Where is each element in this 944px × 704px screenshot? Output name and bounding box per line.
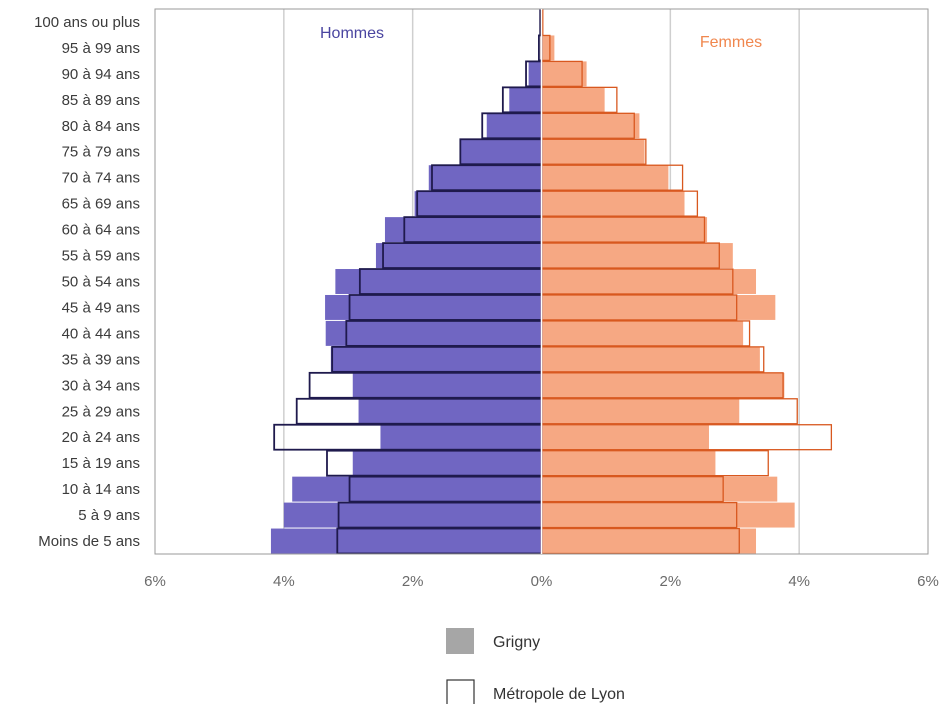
bar-femmes-grigny xyxy=(541,217,708,243)
side-label-femmes: Femmes xyxy=(700,34,762,51)
bar-femmes-grigny xyxy=(541,450,716,476)
x-tick-label: 6% xyxy=(917,573,939,590)
bar-hommes-grigny xyxy=(352,372,542,398)
bar-femmes-grigny xyxy=(541,528,757,554)
category-label: 75 à 79 ans xyxy=(62,144,140,161)
bar-femmes-grigny xyxy=(541,243,733,269)
category-label: 55 à 59 ans xyxy=(62,248,140,265)
category-label: 40 à 44 ans xyxy=(62,325,140,342)
bar-hommes-grigny xyxy=(460,139,542,165)
bar-femmes-grigny xyxy=(541,346,760,372)
category-label: 85 à 89 ans xyxy=(62,92,140,109)
bar-femmes-grigny xyxy=(541,476,778,502)
bar-hommes-grigny xyxy=(352,450,542,476)
category-label: 90 à 94 ans xyxy=(62,66,140,83)
category-label: 95 à 99 ans xyxy=(62,40,140,57)
x-tick-label: 6% xyxy=(144,573,166,590)
bar-femmes-grigny xyxy=(541,165,669,191)
bar-hommes-grigny xyxy=(292,476,542,502)
category-label: 35 à 39 ans xyxy=(62,351,140,368)
bar-hommes-grigny xyxy=(486,113,542,139)
legend: Grigny Métropole de Lyon xyxy=(446,628,625,704)
x-tick-label: 0% xyxy=(531,573,553,590)
bar-hommes-grigny xyxy=(380,424,542,450)
bar-femmes-grigny xyxy=(541,320,744,346)
x-tick-label: 2% xyxy=(659,573,681,590)
bar-femmes-grigny xyxy=(541,398,740,424)
category-label: 45 à 49 ans xyxy=(62,299,140,316)
bar-femmes-grigny xyxy=(541,372,785,398)
bar-hommes-grigny xyxy=(335,269,542,294)
bar-femmes-grigny xyxy=(541,113,640,139)
bar-femmes-grigny xyxy=(541,424,709,450)
bar-hommes-grigny xyxy=(358,398,542,424)
category-label: Moins de 5 ans xyxy=(38,533,140,550)
category-label: 100 ans ou plus xyxy=(34,14,140,31)
bar-femmes-grigny xyxy=(541,294,776,320)
legend-label-grigny: Grigny xyxy=(493,634,540,651)
x-tick-label: 4% xyxy=(273,573,295,590)
bar-hommes-grigny xyxy=(528,61,542,87)
bar-hommes-grigny xyxy=(270,528,542,554)
category-label: 65 à 69 ans xyxy=(62,196,140,213)
category-label: 25 à 29 ans xyxy=(62,403,140,420)
category-label: 60 à 64 ans xyxy=(62,222,140,239)
bar-hommes-grigny xyxy=(325,294,542,320)
legend-swatch-grigny xyxy=(446,628,474,654)
side-label-hommes: Hommes xyxy=(320,25,384,42)
frame-layer xyxy=(154,8,929,555)
category-label: 5 à 9 ans xyxy=(78,507,140,524)
bar-hommes-grigny xyxy=(384,217,542,243)
bar-hommes-grigny xyxy=(414,191,542,217)
bar-hommes-grigny xyxy=(283,502,542,528)
bar-femmes-grigny xyxy=(541,191,685,217)
category-label: 15 à 19 ans xyxy=(62,455,140,472)
bar-femmes-grigny xyxy=(541,269,757,294)
category-label: 50 à 54 ans xyxy=(62,274,140,291)
x-tick-labels: 6% 4% 2% 0% 2% 4% 6% xyxy=(144,573,939,590)
x-tick-label: 4% xyxy=(788,573,810,590)
legend-label-metropole: Métropole de Lyon xyxy=(493,686,625,703)
category-label: 20 à 24 ans xyxy=(62,429,140,446)
bar-hommes-grigny xyxy=(325,320,542,346)
bar-hommes-grigny xyxy=(428,165,542,191)
bar-hommes-grigny xyxy=(375,243,542,269)
category-labels: 100 ans ou plus 95 à 99 ans 90 à 94 ans 85 … xyxy=(34,14,140,550)
x-tick-label: 2% xyxy=(402,573,424,590)
category-label: 30 à 34 ans xyxy=(62,377,140,394)
bar-femmes-grigny xyxy=(541,139,645,165)
bar-femmes-grigny xyxy=(541,87,605,113)
category-label: 10 à 14 ans xyxy=(62,481,140,498)
legend-swatch-metropole xyxy=(446,679,475,704)
bar-femmes-grigny xyxy=(541,61,587,87)
bar-femmes-grigny xyxy=(541,35,555,61)
bar-femmes-grigny xyxy=(541,502,795,528)
bar-hommes-grigny xyxy=(330,346,542,372)
category-label: 80 à 84 ans xyxy=(62,118,140,135)
bars-layer xyxy=(270,8,833,555)
bar-hommes-grigny xyxy=(509,87,542,113)
category-label: 70 à 74 ans xyxy=(62,170,140,187)
